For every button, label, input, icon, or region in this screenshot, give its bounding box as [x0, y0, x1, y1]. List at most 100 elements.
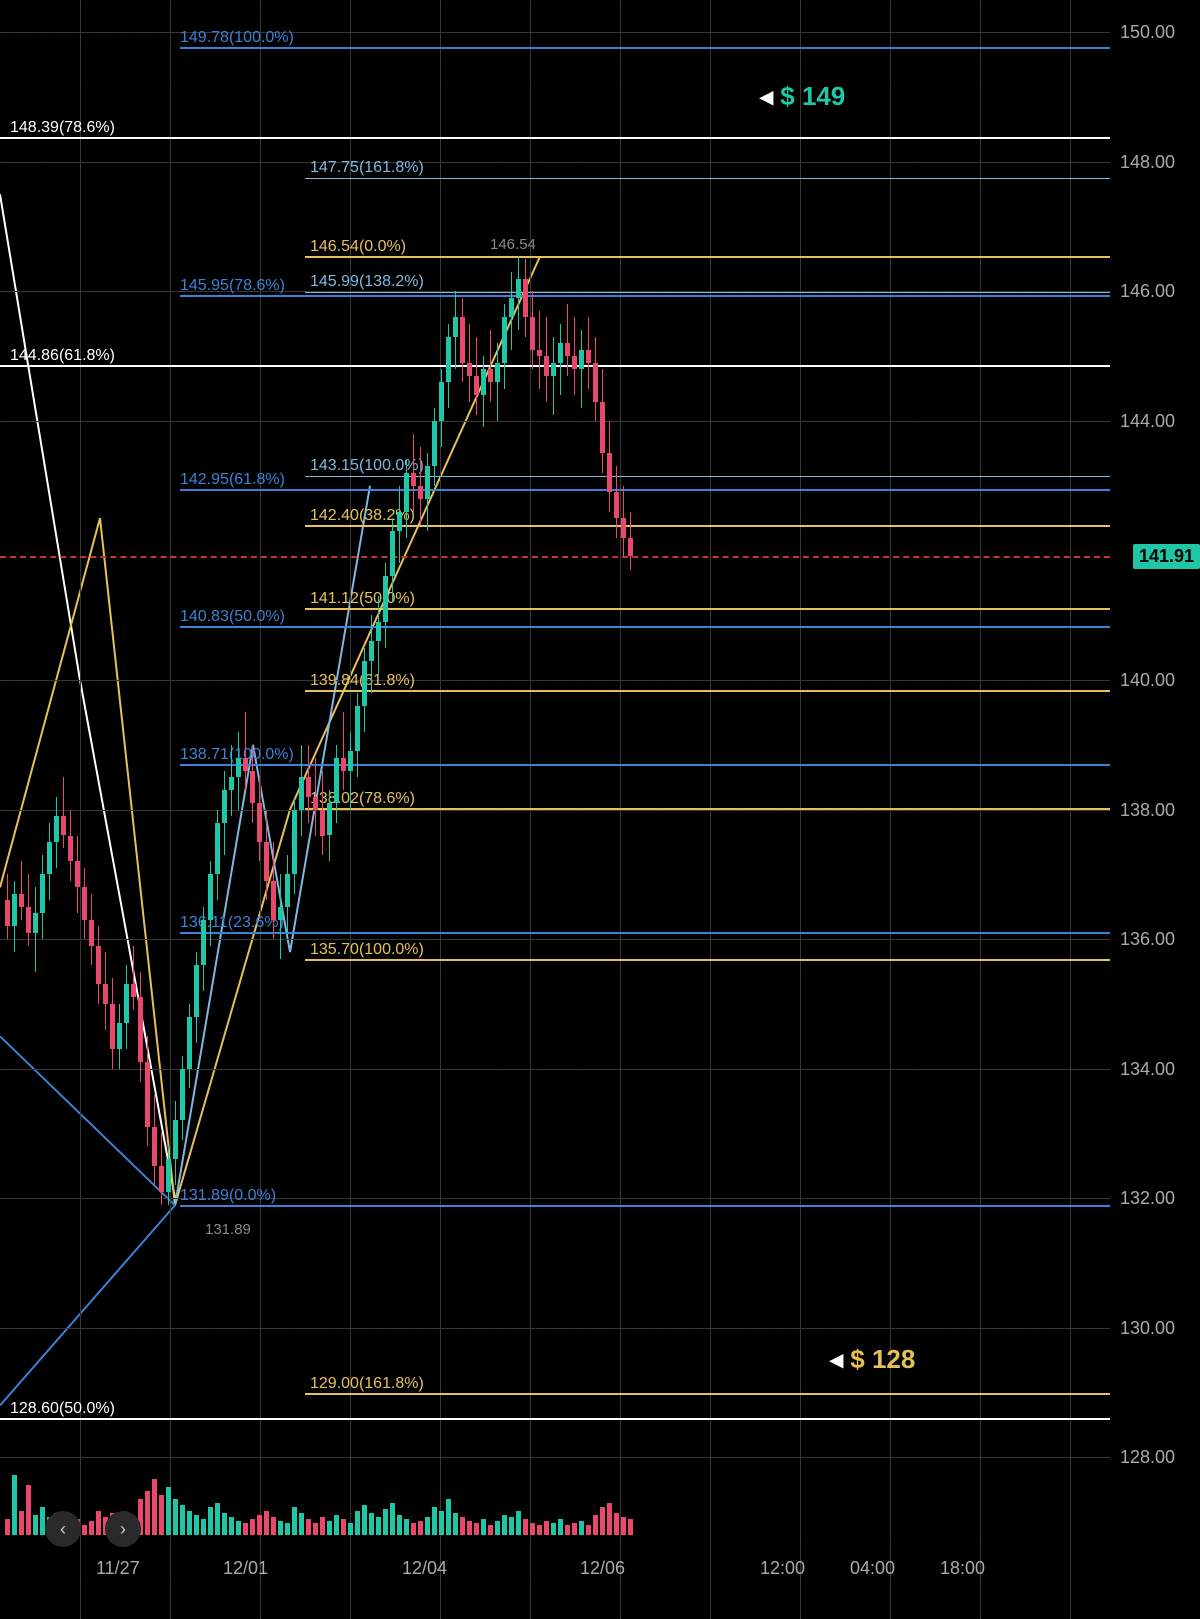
y-tick-label: 138.00: [1114, 800, 1200, 821]
volume-bar: [341, 1519, 346, 1535]
fib-line: 142.95(61.8%): [180, 489, 1110, 491]
volume-bar: [537, 1525, 542, 1535]
fib-line: 129.00(161.8%): [305, 1393, 1110, 1395]
volume-bar: [355, 1511, 360, 1535]
fib-label: 141.12(50.0%): [310, 590, 415, 608]
volume-bar: [586, 1525, 591, 1535]
volume-bar: [89, 1521, 94, 1535]
fib-label: 145.99(138.2%): [310, 273, 424, 291]
fib-label: 128.60(50.0%): [10, 1400, 115, 1418]
fib-label: 149.78(100.0%): [180, 29, 294, 47]
volume-bar: [271, 1517, 276, 1535]
volume-bar: [285, 1523, 290, 1535]
x-tick-label: 12/06: [580, 1558, 625, 1579]
fib-label: 147.75(161.8%): [310, 159, 424, 177]
volume-bar: [208, 1507, 213, 1535]
volume-bar: [236, 1521, 241, 1535]
fib-line: 142.40(38.2%): [305, 525, 1110, 527]
volume-bar: [243, 1523, 248, 1535]
volume-bar: [96, 1511, 101, 1535]
y-tick-label: 144.00: [1114, 411, 1200, 432]
volume-bar: [523, 1519, 528, 1535]
chevron-left-icon: ‹: [60, 1519, 66, 1540]
volume-bar: [82, 1525, 87, 1535]
volume-bar: [215, 1503, 220, 1535]
volume-bar: [12, 1475, 17, 1535]
fib-label: 138.02(78.6%): [310, 790, 415, 808]
volume-bar: [278, 1521, 283, 1535]
volume-bar: [5, 1519, 10, 1535]
fib-line: 148.39(78.6%): [0, 137, 1110, 139]
pivot-label: 146.54: [490, 236, 536, 253]
volume-bar: [145, 1491, 150, 1535]
volume-bar: [467, 1521, 472, 1535]
fib-label: 148.39(78.6%): [10, 119, 115, 137]
fib-label: 129.00(161.8%): [310, 1375, 424, 1393]
current-price-line: [0, 556, 1110, 558]
volume-bar: [257, 1515, 262, 1535]
fib-line: 139.84(61.8%): [305, 690, 1110, 692]
x-tick-label: 04:00: [850, 1558, 895, 1579]
volume-bar: [425, 1517, 430, 1535]
fib-line: 131.89(0.0%): [180, 1205, 1110, 1207]
y-tick-label: 132.00: [1114, 1188, 1200, 1209]
volume-bar: [411, 1523, 416, 1535]
fib-line: 146.54(0.0%): [305, 256, 1110, 258]
volume-bar: [173, 1499, 178, 1535]
volume-bar: [453, 1513, 458, 1535]
fib-label: 144.86(61.8%): [10, 347, 115, 365]
fib-label: 135.70(100.0%): [310, 941, 424, 959]
volume-bar: [565, 1525, 570, 1535]
y-tick-label: 150.00: [1114, 22, 1200, 43]
volume-bar: [544, 1521, 549, 1535]
scroll-left-button[interactable]: ‹: [45, 1511, 81, 1547]
y-tick-label: 128.00: [1114, 1447, 1200, 1468]
fib-line: 128.60(50.0%): [0, 1418, 1110, 1420]
volume-bar: [376, 1517, 381, 1535]
volume-bar: [166, 1487, 171, 1535]
volume-bar: [495, 1521, 500, 1535]
y-tick-label: 140.00: [1114, 670, 1200, 691]
upper_marker: ◂ $ 149: [760, 81, 845, 112]
volume-bar: [516, 1511, 521, 1535]
pivot-label: 131.89: [205, 1221, 251, 1238]
volume-bar: [418, 1521, 423, 1535]
volume-bar: [614, 1513, 619, 1535]
volume-bar: [180, 1505, 185, 1535]
volume-bar: [292, 1507, 297, 1535]
volume-bar: [229, 1517, 234, 1535]
volume-bar: [348, 1523, 353, 1535]
fib-line: 147.75(161.8%): [305, 178, 1110, 179]
fib-line: 149.78(100.0%): [180, 47, 1110, 49]
volume-bar: [621, 1517, 626, 1535]
volume-bar: [628, 1519, 633, 1535]
volume-bar: [446, 1499, 451, 1535]
fib-label: 145.95(78.6%): [180, 277, 285, 295]
volume-bar: [194, 1515, 199, 1535]
volume-bar: [460, 1517, 465, 1535]
volume-bar: [439, 1511, 444, 1535]
x-tick-label: 12/01: [223, 1558, 268, 1579]
volume-bar: [481, 1519, 486, 1535]
chart-container[interactable]: { "chart":{ "type":"candlestick", "width…: [0, 0, 1200, 1619]
volume-bar: [250, 1519, 255, 1535]
fib-label: 142.95(61.8%): [180, 471, 285, 489]
volume-bar: [488, 1525, 493, 1535]
volume-bar: [362, 1505, 367, 1535]
scroll-right-button[interactable]: ›: [105, 1511, 141, 1547]
volume-bar: [327, 1521, 332, 1535]
volume-bar: [579, 1521, 584, 1535]
fib-line: 141.12(50.0%): [305, 608, 1110, 610]
y-tick-label: 134.00: [1114, 1059, 1200, 1080]
volume-bar: [383, 1509, 388, 1535]
volume-bar: [558, 1519, 563, 1535]
volume-bar: [369, 1513, 374, 1535]
current-price-tag: 141.91: [1133, 544, 1200, 569]
volume-bar: [152, 1479, 157, 1535]
y-tick-label: 146.00: [1114, 281, 1200, 302]
volume-bar: [187, 1511, 192, 1535]
volume-bar: [33, 1515, 38, 1535]
fib-line: 140.83(50.0%): [180, 626, 1110, 628]
volume-bar: [551, 1523, 556, 1535]
x-tick-label: 12:00: [760, 1558, 805, 1579]
